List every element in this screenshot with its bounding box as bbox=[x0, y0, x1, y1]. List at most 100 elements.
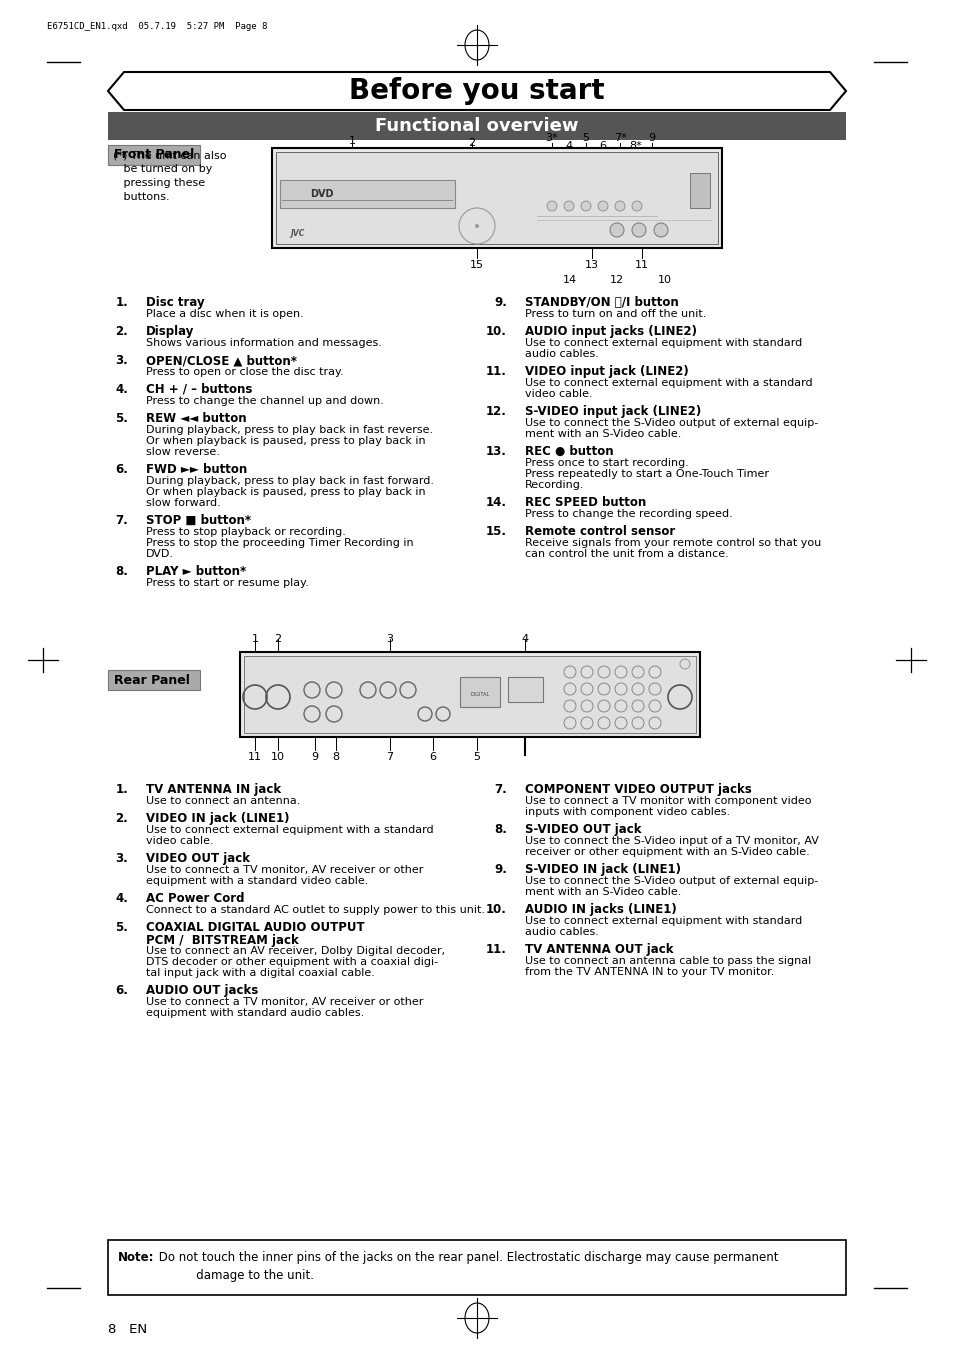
Circle shape bbox=[563, 201, 574, 211]
Text: E6751CD_EN1.qxd  05.7.19  5:27 PM  Page 8: E6751CD_EN1.qxd 05.7.19 5:27 PM Page 8 bbox=[47, 22, 267, 31]
Text: PLAY ► button*: PLAY ► button* bbox=[146, 565, 246, 578]
Text: 1: 1 bbox=[348, 136, 355, 146]
Circle shape bbox=[580, 201, 590, 211]
Text: AC Power Cord: AC Power Cord bbox=[146, 892, 244, 905]
Text: Or when playback is paused, press to play back in: Or when playback is paused, press to pla… bbox=[146, 436, 425, 446]
Text: 1.: 1. bbox=[115, 784, 128, 796]
Bar bbox=[689, 173, 709, 208]
Circle shape bbox=[631, 201, 641, 211]
Circle shape bbox=[598, 201, 607, 211]
Text: OPEN/CLOSE ▲ button*: OPEN/CLOSE ▲ button* bbox=[146, 354, 296, 367]
Text: Use to connect a TV monitor with component video: Use to connect a TV monitor with compone… bbox=[524, 796, 811, 807]
Text: Use to connect the S-Video output of external equip-: Use to connect the S-Video output of ext… bbox=[524, 875, 818, 886]
Text: video cable.: video cable. bbox=[524, 389, 592, 399]
Text: 14.: 14. bbox=[485, 496, 506, 509]
Bar bbox=[108, 145, 200, 165]
Text: equipment with a standard video cable.: equipment with a standard video cable. bbox=[146, 875, 368, 886]
Text: 7*: 7* bbox=[613, 132, 626, 143]
Text: VIDEO OUT jack: VIDEO OUT jack bbox=[146, 852, 250, 865]
Text: 12: 12 bbox=[609, 276, 623, 285]
Text: Receive signals from your remote control so that you: Receive signals from your remote control… bbox=[524, 538, 821, 549]
Polygon shape bbox=[108, 72, 845, 109]
Text: 9: 9 bbox=[648, 132, 655, 143]
Text: 2.: 2. bbox=[115, 326, 128, 338]
Text: Use to connect external equipment with standard: Use to connect external equipment with s… bbox=[524, 338, 801, 349]
Text: PCM /  BITSTREAM jack: PCM / BITSTREAM jack bbox=[146, 934, 298, 947]
Text: 2: 2 bbox=[274, 634, 281, 644]
Text: 13: 13 bbox=[584, 259, 598, 270]
Text: S-VIDEO input jack (LINE2): S-VIDEO input jack (LINE2) bbox=[524, 405, 700, 417]
Text: Shows various information and messages.: Shows various information and messages. bbox=[146, 338, 381, 349]
Text: 3*: 3* bbox=[545, 132, 558, 143]
Bar bbox=[108, 670, 200, 690]
Text: 6: 6 bbox=[429, 753, 436, 762]
Text: Use to connect a TV monitor, AV receiver or other: Use to connect a TV monitor, AV receiver… bbox=[146, 865, 423, 875]
Text: 5.: 5. bbox=[115, 412, 128, 426]
Text: 3.: 3. bbox=[115, 852, 128, 865]
Text: STANDBY/ON ⏻/I button: STANDBY/ON ⏻/I button bbox=[524, 296, 678, 309]
Text: COMPONENT VIDEO OUTPUT jacks: COMPONENT VIDEO OUTPUT jacks bbox=[524, 784, 751, 796]
Text: Press to change the recording speed.: Press to change the recording speed. bbox=[524, 509, 732, 519]
Text: 3.: 3. bbox=[115, 354, 128, 367]
Text: tal input jack with a digital coaxial cable.: tal input jack with a digital coaxial ca… bbox=[146, 969, 375, 978]
Text: Front Panel: Front Panel bbox=[113, 149, 194, 162]
Circle shape bbox=[475, 224, 478, 228]
Text: ment with an S-Video cable.: ment with an S-Video cable. bbox=[524, 430, 680, 439]
Bar bbox=[280, 180, 455, 208]
Text: 12.: 12. bbox=[486, 405, 506, 417]
Text: slow reverse.: slow reverse. bbox=[146, 447, 219, 457]
Text: Use to connect a TV monitor, AV receiver or other: Use to connect a TV monitor, AV receiver… bbox=[146, 997, 423, 1006]
Text: 10: 10 bbox=[271, 753, 285, 762]
Text: Use to connect an antenna.: Use to connect an antenna. bbox=[146, 796, 300, 807]
Text: DIGITAL: DIGITAL bbox=[470, 692, 489, 697]
Text: can control the unit from a distance.: can control the unit from a distance. bbox=[524, 549, 728, 559]
Text: Press to stop the proceeding Timer Recording in: Press to stop the proceeding Timer Recor… bbox=[146, 538, 414, 549]
Text: FWD ►► button: FWD ►► button bbox=[146, 463, 247, 476]
Text: 4.: 4. bbox=[115, 892, 128, 905]
Text: 2.: 2. bbox=[115, 812, 128, 825]
Bar bbox=[459, 677, 499, 707]
Text: 10: 10 bbox=[658, 276, 671, 285]
Text: 2: 2 bbox=[468, 138, 475, 149]
Text: Recording.: Recording. bbox=[524, 480, 584, 490]
Text: 8*: 8* bbox=[629, 141, 641, 151]
Bar bbox=[240, 653, 700, 738]
Text: DVD.: DVD. bbox=[146, 549, 173, 559]
Text: TV ANTENNA IN jack: TV ANTENNA IN jack bbox=[146, 784, 281, 796]
Text: DVD: DVD bbox=[310, 189, 334, 199]
Text: S-VIDEO IN jack (LINE1): S-VIDEO IN jack (LINE1) bbox=[524, 863, 680, 875]
Text: Note:: Note: bbox=[118, 1251, 154, 1265]
Text: ment with an S-Video cable.: ment with an S-Video cable. bbox=[524, 888, 680, 897]
Text: During playback, press to play back in fast reverse.: During playback, press to play back in f… bbox=[146, 426, 433, 435]
Circle shape bbox=[546, 201, 557, 211]
Text: REC SPEED button: REC SPEED button bbox=[524, 496, 645, 509]
Text: 4.: 4. bbox=[115, 382, 128, 396]
Text: video cable.: video cable. bbox=[146, 836, 213, 846]
Text: 15.: 15. bbox=[485, 526, 506, 538]
Text: 8: 8 bbox=[332, 753, 339, 762]
Text: Place a disc when it is open.: Place a disc when it is open. bbox=[146, 309, 303, 319]
Text: equipment with standard audio cables.: equipment with standard audio cables. bbox=[146, 1008, 364, 1019]
Text: 7.: 7. bbox=[494, 784, 506, 796]
Text: Press to change the channel up and down.: Press to change the channel up and down. bbox=[146, 396, 383, 407]
Text: audio cables.: audio cables. bbox=[524, 927, 598, 938]
Bar bbox=[507, 677, 542, 703]
Text: 5.: 5. bbox=[115, 921, 128, 934]
Text: Press to start or resume play.: Press to start or resume play. bbox=[146, 578, 309, 588]
Text: 3: 3 bbox=[386, 634, 393, 644]
Text: TV ANTENNA OUT jack: TV ANTENNA OUT jack bbox=[524, 943, 673, 957]
Text: VIDEO input jack (LINE2): VIDEO input jack (LINE2) bbox=[524, 365, 688, 378]
Text: 13.: 13. bbox=[486, 444, 506, 458]
Circle shape bbox=[615, 201, 624, 211]
Text: be turned on by: be turned on by bbox=[112, 163, 213, 174]
Text: Disc tray: Disc tray bbox=[146, 296, 204, 309]
Text: 11.: 11. bbox=[486, 943, 506, 957]
Text: 14: 14 bbox=[562, 276, 577, 285]
Text: Use to connect an AV receiver, Dolby Digital decoder,: Use to connect an AV receiver, Dolby Dig… bbox=[146, 946, 445, 957]
Text: 11: 11 bbox=[635, 259, 648, 270]
Text: Press to open or close the disc tray.: Press to open or close the disc tray. bbox=[146, 367, 343, 377]
Text: Display: Display bbox=[146, 326, 194, 338]
Text: STOP ■ button*: STOP ■ button* bbox=[146, 513, 251, 527]
Text: 8.: 8. bbox=[494, 823, 506, 836]
Text: Use to connect external equipment with a standard: Use to connect external equipment with a… bbox=[146, 825, 434, 835]
